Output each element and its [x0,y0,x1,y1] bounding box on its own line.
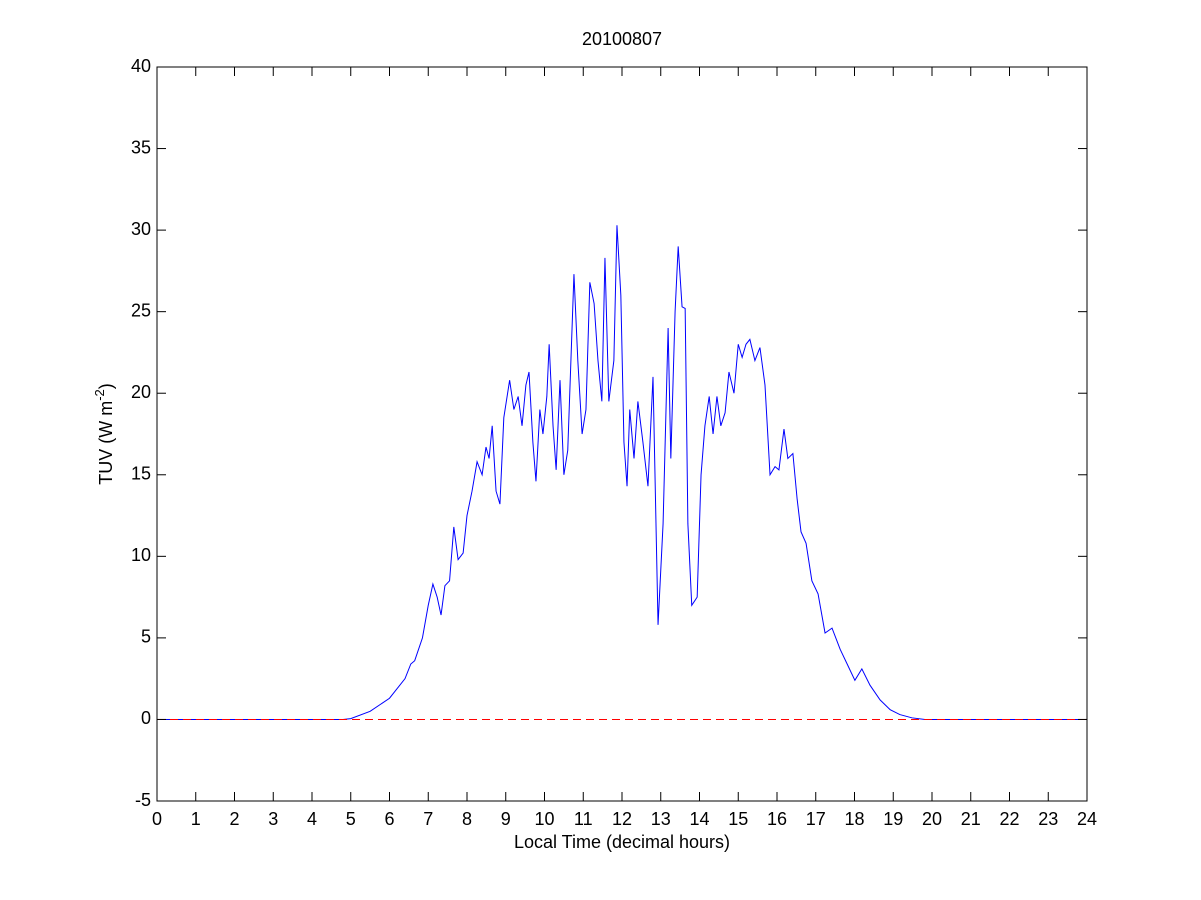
x-tick-label: 23 [1038,809,1058,829]
x-tick-label: 14 [689,809,709,829]
y-tick-label: 30 [131,219,151,239]
y-tick-label: 20 [131,382,151,402]
x-tick-label: 2 [229,809,239,829]
y-tick-label: 10 [131,545,151,565]
x-tick-label: 1 [191,809,201,829]
x-tick-label: 0 [152,809,162,829]
x-tick-label: 5 [346,809,356,829]
x-axis-label: Local Time (decimal hours) [514,832,730,852]
x-tick-label: 20 [922,809,942,829]
x-tick-label: 19 [883,809,903,829]
x-tick-label: 7 [423,809,433,829]
x-tick-label: 15 [728,809,748,829]
y-tick-label: 5 [141,627,151,647]
x-tick-label: 11 [574,809,593,829]
x-tick-label: 21 [961,809,981,829]
y-tick-label: 40 [131,56,151,76]
data-line [157,225,1087,720]
x-tick-label: 9 [501,809,511,829]
x-tick-label: 3 [268,809,278,829]
x-tick-label: 4 [307,809,317,829]
x-tick-label: 24 [1077,809,1097,829]
y-tick-label: -5 [135,790,151,810]
x-tick-label: 17 [806,809,826,829]
y-axis-label-superscript: -2 [92,389,107,401]
y-axis-label-close: ) [96,383,116,389]
x-tick-label: 6 [384,809,394,829]
y-tick-label: 0 [141,708,151,728]
y-tick-label: 35 [131,137,151,157]
y-tick-label: 15 [131,464,151,484]
chart-title: 20100807 [582,29,662,49]
y-axis-label-text: TUV (W m [96,401,116,485]
x-tick-label: 18 [844,809,864,829]
x-tick-label: 10 [534,809,554,829]
x-tick-label: 13 [651,809,671,829]
x-tick-label: 16 [767,809,787,829]
y-axis-label: TUV (W m-2) [92,383,116,485]
y-tick-label: 25 [131,300,151,320]
x-tick-label: 12 [612,809,632,829]
x-tick-label: 22 [999,809,1019,829]
x-tick-label: 8 [462,809,472,829]
